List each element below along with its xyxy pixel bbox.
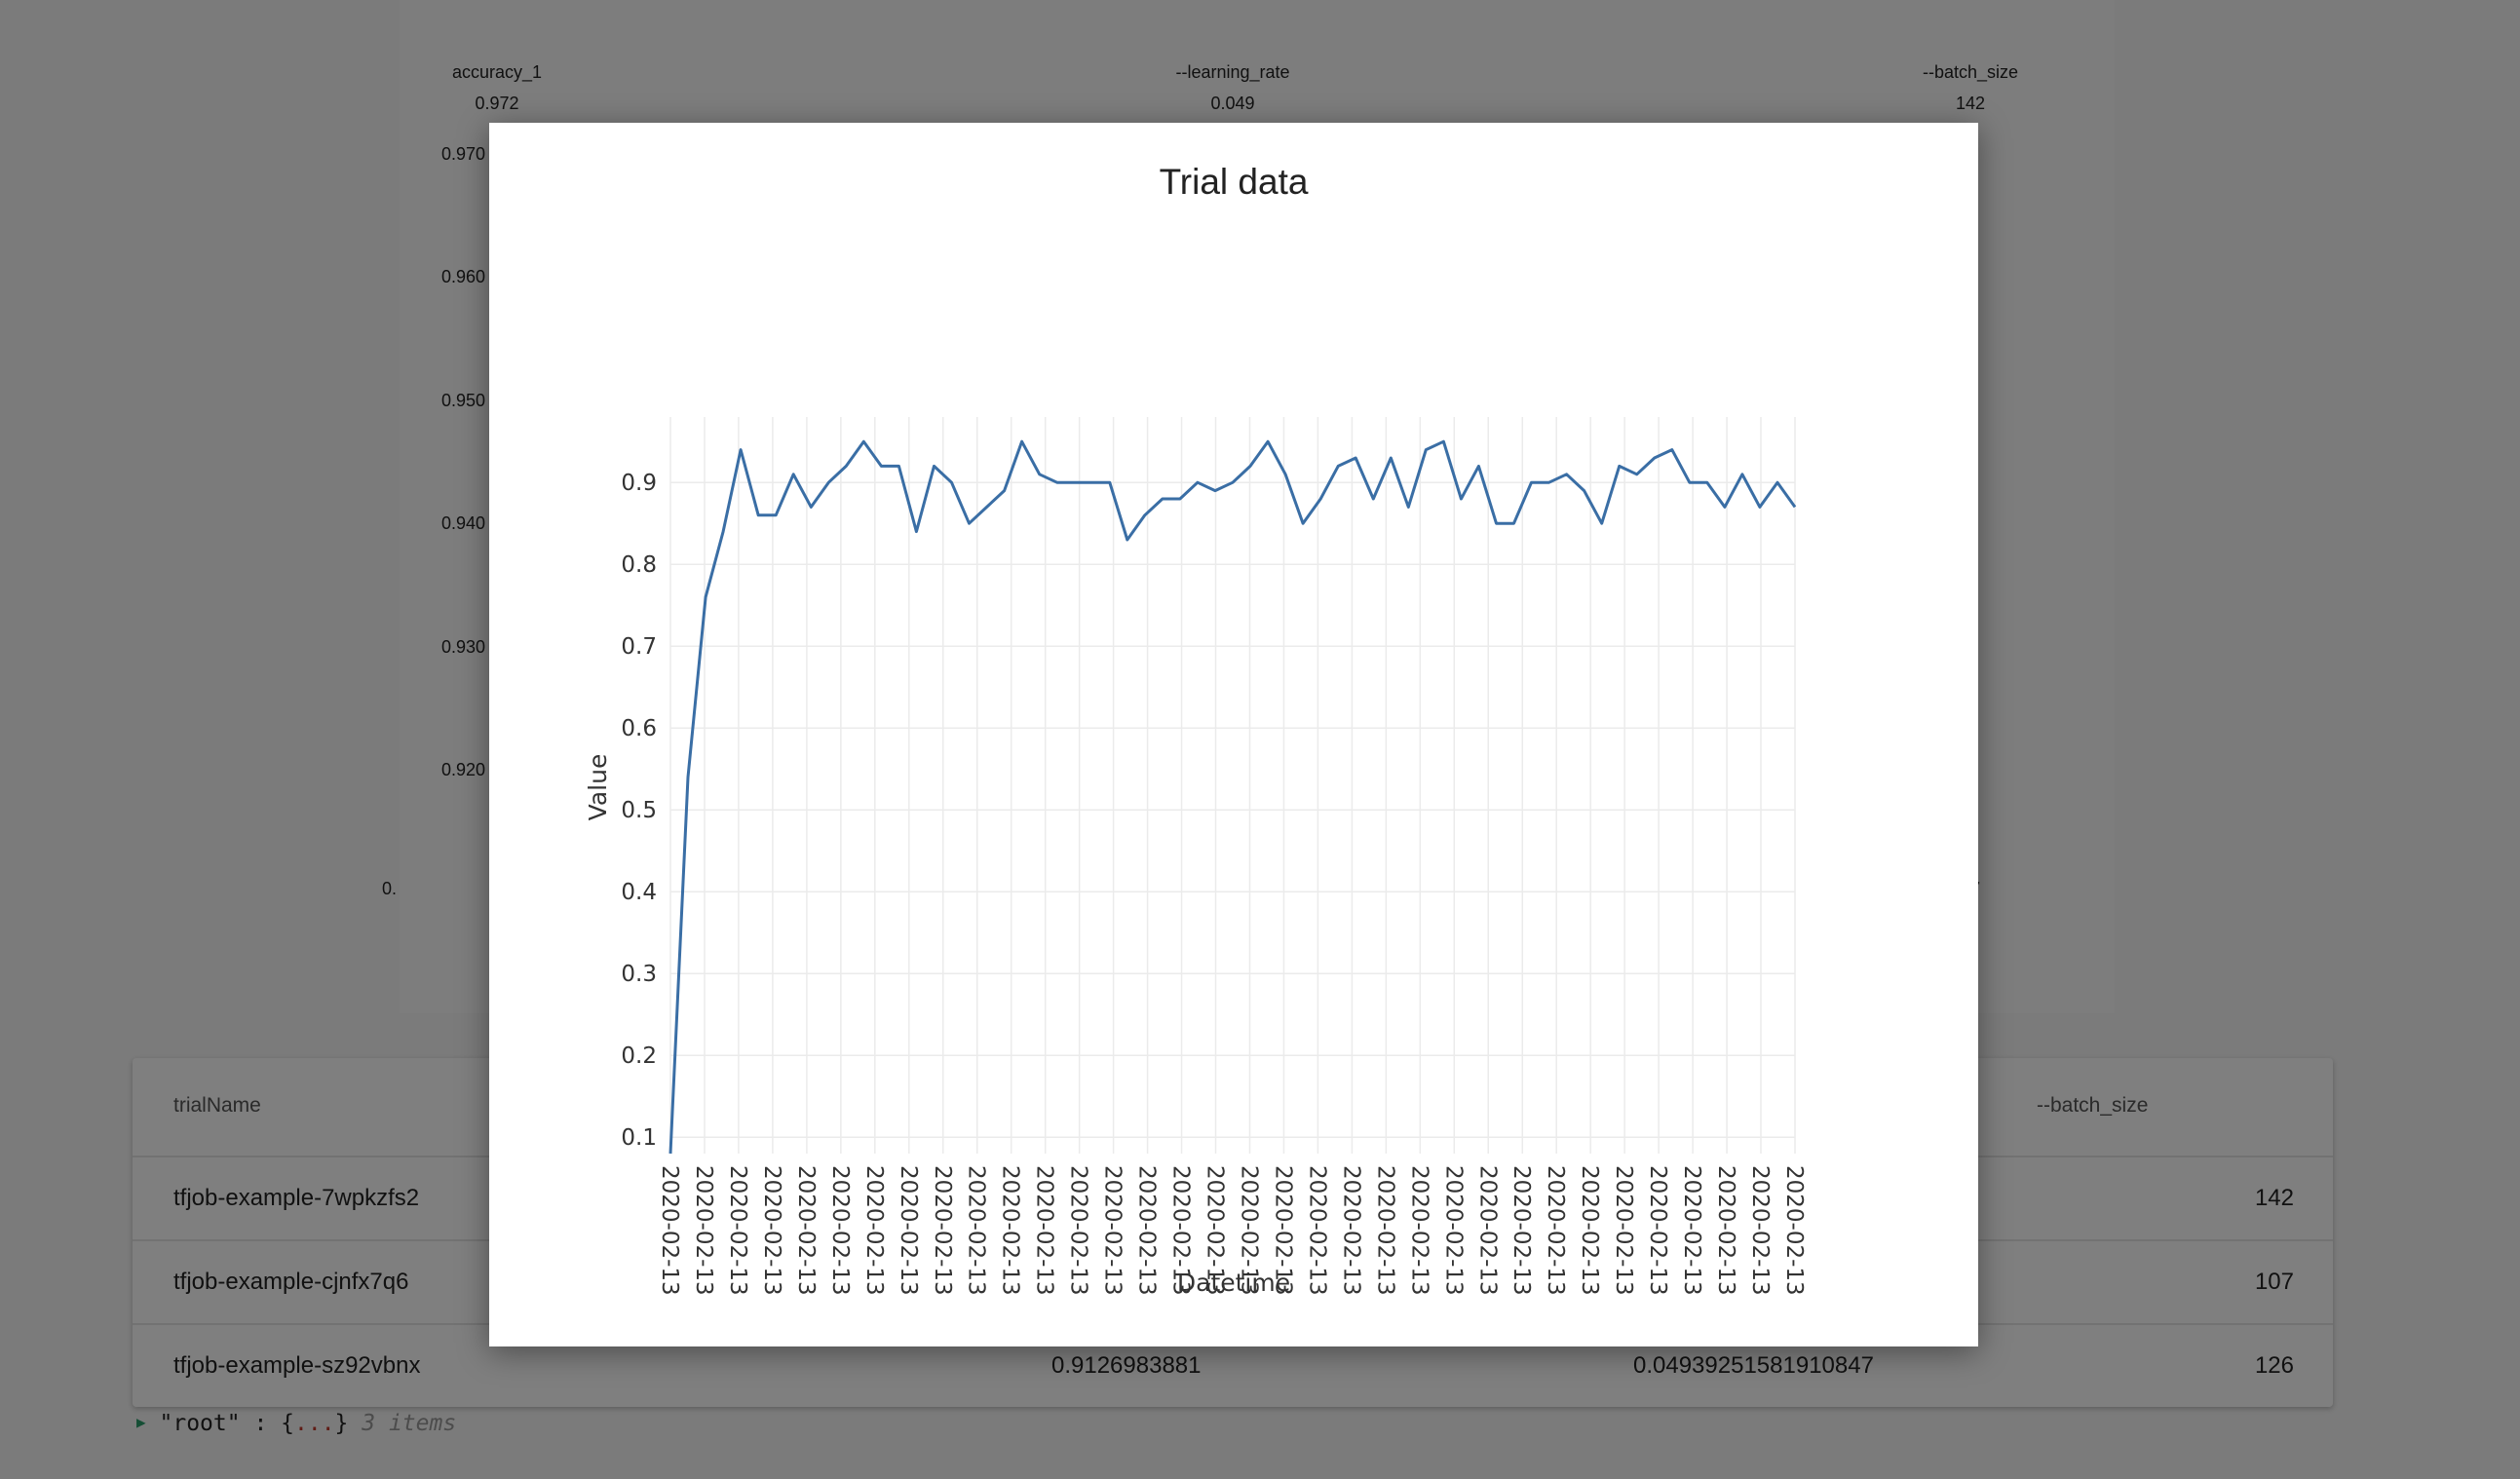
x-tick-label: 2020-02-13	[827, 1165, 853, 1296]
y-tick-label: 0.8	[621, 552, 657, 578]
x-tick-label: 2020-02-13	[1508, 1165, 1534, 1296]
trial-data-chart: 0.1 0.2 0.3 0.4 0.5 0.6 0.7 0.8 0.9 2020-02-13 202…	[584, 417, 1807, 1297]
x-tick-label: 2020-02-13	[1066, 1165, 1091, 1296]
x-tick-label: 2020-02-13	[1338, 1165, 1363, 1296]
x-tick-label: 2020-02-13	[1713, 1165, 1738, 1296]
x-tick-label: 2020-02-13	[759, 1165, 784, 1296]
x-tick-label: 2020-02-13	[1270, 1165, 1295, 1296]
y-axis-label: Value	[584, 754, 612, 821]
y-tick-label: 0.2	[621, 1043, 657, 1069]
x-tick-label: 2020-02-13	[1577, 1165, 1602, 1296]
y-tick-label: 0.9	[621, 471, 657, 496]
x-tick-label: 2020-02-13	[1474, 1165, 1500, 1296]
y-tick-label: 0.1	[621, 1125, 657, 1151]
x-tick-label: 2020-02-13	[964, 1165, 989, 1296]
chart-title: Trial data	[1159, 162, 1309, 202]
x-tick-label: 2020-02-13	[1440, 1165, 1466, 1296]
x-tick-label: 2020-02-13	[691, 1165, 716, 1296]
x-tick-label: 2020-02-13	[998, 1165, 1023, 1296]
x-tick-label: 2020-02-13	[793, 1165, 819, 1296]
x-tick-label: 2020-02-13	[1304, 1165, 1329, 1296]
y-tick-label: 0.5	[621, 798, 657, 823]
x-tick-label: 2020-02-13	[1236, 1165, 1261, 1296]
x-tick-label: 2020-02-13	[725, 1165, 750, 1296]
x-tick-label: 2020-02-13	[1134, 1165, 1160, 1296]
series-line-value	[668, 439, 1797, 1155]
x-tick-label: 2020-02-13	[1543, 1165, 1568, 1296]
y-tick-label: 0.3	[621, 962, 657, 987]
x-tick-label: 2020-02-13	[1203, 1165, 1228, 1296]
x-tick-label: 2020-02-13	[930, 1165, 955, 1296]
x-tick-label: 2020-02-13	[1406, 1165, 1432, 1296]
x-tick-label: 2020-02-13	[896, 1165, 921, 1296]
x-tick-label: 2020-02-13	[1781, 1165, 1807, 1296]
x-tick-label: 2020-02-13	[1372, 1165, 1397, 1296]
x-tick-label: 2020-02-13	[1679, 1165, 1704, 1296]
trial-data-modal: Trial data 0.1 0.2 0.3 0.4 0.5 0.6 0.7 0.8 0.9 20…	[489, 123, 1978, 1346]
x-tick-label: 2020-02-13	[1032, 1165, 1057, 1296]
x-tick-label: 2020-02-13	[1168, 1165, 1194, 1296]
x-tick-label: 2020-02-13	[1100, 1165, 1126, 1296]
x-tick-label: 2020-02-13	[1747, 1165, 1773, 1296]
x-tick-label: 2020-02-13	[657, 1165, 682, 1296]
x-tick-label: 2020-02-13	[1611, 1165, 1636, 1296]
y-tick-label: 0.6	[621, 716, 657, 741]
x-tick-label: 2020-02-13	[1645, 1165, 1670, 1296]
x-tick-label: 2020-02-13	[861, 1165, 887, 1296]
y-tick-label: 0.4	[621, 880, 657, 905]
y-tick-label: 0.7	[621, 634, 657, 660]
x-axis-label: Datetime	[1177, 1269, 1290, 1297]
